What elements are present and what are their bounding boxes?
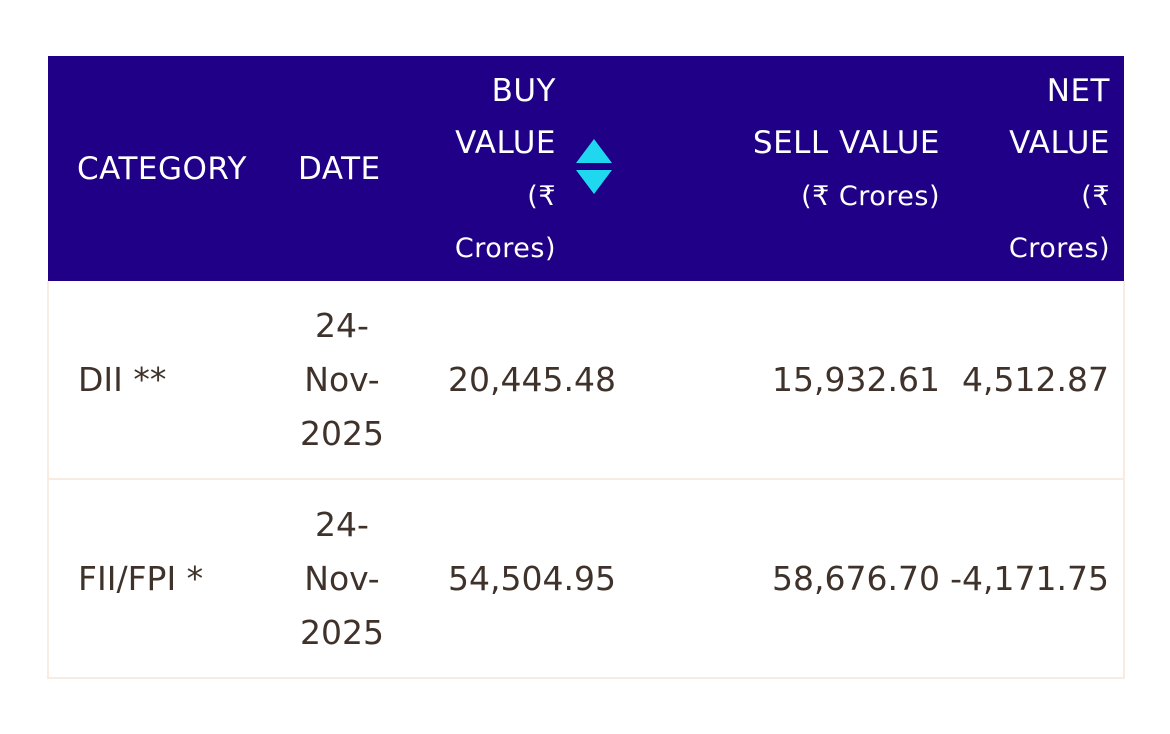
cell-buy-value: 20,445.48 [448, 359, 616, 399]
column-header-date[interactable]: DATE [284, 56, 394, 281]
cell-date: 24- Nov- 2025 [284, 281, 394, 479]
column-header-net-line4: Crores) [1008, 232, 1110, 264]
column-header-net-line3: (₹ [1081, 180, 1110, 212]
cell-date-line3: 2025 [300, 413, 384, 453]
column-header-sell-value[interactable]: SELL VALUE (₹ Crores) [624, 56, 944, 281]
column-header-buy-line3: (₹ [527, 180, 556, 212]
cell-net-value: -4,171.75 [950, 558, 1109, 598]
cell-category: DII ** [78, 359, 167, 399]
cell-date-line1: 24- [315, 305, 369, 345]
column-header-buy-line4: Crores) [454, 232, 556, 264]
fii-dii-activity-table-container: CATEGORY DATE BUY VALUE (₹ Crores) [47, 56, 1125, 680]
table-header-row: CATEGORY DATE BUY VALUE (₹ Crores) [48, 56, 1124, 281]
cell-date-line1: 24- [315, 504, 369, 544]
cell-net-value: 4,512.87 [962, 359, 1109, 399]
column-header-category-label: CATEGORY [77, 150, 247, 187]
sort-ascending-icon[interactable] [576, 139, 612, 163]
column-header-sell-line2: (₹ Crores) [801, 180, 940, 212]
column-header-buy-line1: BUY [491, 72, 556, 109]
column-header-buy-value[interactable]: BUY VALUE (₹ Crores) [394, 56, 624, 281]
sort-up-down-icon[interactable] [576, 139, 612, 197]
column-header-sell-line1: SELL VALUE [752, 124, 940, 161]
table-row: FII/FPI * 24- Nov- 2025 54,504.95 58,676… [48, 479, 1124, 678]
column-header-buy-line2: VALUE [455, 124, 556, 161]
cell-date: 24- Nov- 2025 [284, 479, 394, 678]
cell-buy-value: 54,504.95 [448, 558, 616, 598]
column-header-buy-value-label: BUY VALUE (₹ Crores) [426, 65, 556, 273]
column-header-net-line1: NET [1046, 72, 1110, 109]
column-header-category[interactable]: CATEGORY [48, 56, 284, 281]
column-header-net-value[interactable]: NET VALUE (₹ Crores) [944, 56, 1124, 281]
cell-date-line2: Nov- [304, 558, 380, 598]
cell-sell-value: 15,932.61 [772, 359, 940, 399]
fii-dii-activity-table: CATEGORY DATE BUY VALUE (₹ Crores) [47, 56, 1125, 679]
cell-category: FII/FPI * [78, 558, 204, 598]
cell-date-line2: Nov- [304, 359, 380, 399]
table-row: DII ** 24- Nov- 2025 20,445.48 15,932.61… [48, 281, 1124, 479]
cell-date-line3: 2025 [300, 612, 384, 652]
sort-descending-icon[interactable] [576, 170, 612, 194]
column-header-net-line2: VALUE [1009, 124, 1110, 161]
cell-sell-value: 58,676.70 [772, 558, 940, 598]
column-header-date-label: DATE [298, 150, 381, 187]
